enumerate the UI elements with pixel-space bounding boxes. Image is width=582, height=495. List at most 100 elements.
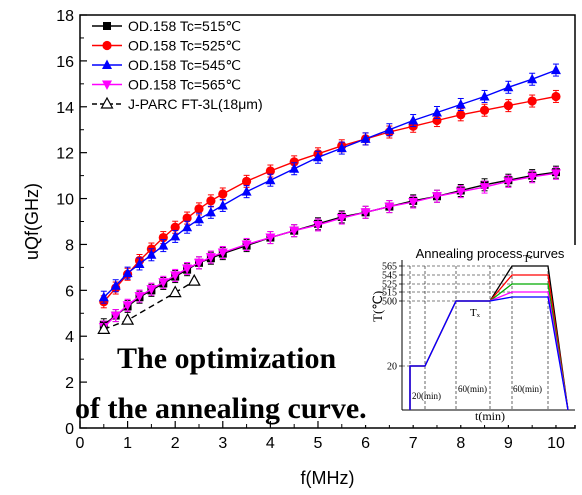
data-point (479, 105, 490, 115)
data-point (431, 192, 442, 202)
legend: OD.158 Tc=515℃ OD.158 Tc=525℃ OD.158 Tc=54… (92, 18, 263, 112)
data-point (241, 176, 252, 186)
legend-label: J-PARC FT-3L(18μm) (128, 96, 263, 112)
data-point (218, 189, 228, 199)
data-point (121, 312, 135, 325)
x-tick-label: 10 (547, 435, 565, 452)
y-tick-label: 14 (56, 100, 74, 117)
x-tick-label: 0 (76, 435, 85, 452)
x-tick-label: 4 (266, 435, 275, 452)
data-point (217, 248, 228, 258)
data-point (146, 285, 157, 295)
data-point (408, 197, 419, 208)
inset-annotation-duration: 60(min) (458, 384, 487, 394)
y-tick-label: 8 (65, 237, 74, 254)
data-point (336, 214, 347, 224)
data-point (170, 271, 181, 281)
data-point (146, 249, 157, 259)
data-point (102, 80, 112, 90)
x-tick-label: 7 (409, 435, 418, 452)
inset-annotation-tx: Tₓ (470, 307, 481, 319)
data-point (384, 202, 395, 213)
data-point (265, 166, 275, 176)
data-point (193, 213, 204, 224)
legend-label: OD.158 Tc=565℃ (128, 77, 241, 93)
inset-annealing-curve (409, 296, 569, 411)
data-point (456, 110, 466, 120)
inset-title: Annealing process curves (416, 246, 565, 261)
data-point (360, 133, 371, 143)
data-point (360, 208, 371, 218)
data-point (103, 22, 111, 30)
data-point (110, 280, 121, 290)
y-tick-label: 2 (65, 375, 74, 392)
y-tick-label: 18 (56, 8, 74, 25)
data-point (217, 199, 228, 210)
inset-y-tick-label: 20 (387, 362, 397, 373)
data-point (503, 81, 514, 92)
inset-y-tick-label: 565 (382, 262, 397, 273)
data-point (170, 230, 181, 241)
x-tick-label: 8 (456, 435, 465, 452)
y-tick-label: 4 (65, 329, 74, 346)
data-point (187, 273, 201, 286)
data-point (503, 177, 514, 187)
y-tick-label: 10 (56, 192, 74, 209)
x-tick-label: 6 (361, 435, 370, 452)
x-tick-label: 3 (218, 435, 227, 452)
data-point (265, 174, 276, 185)
x-tick-label: 9 (504, 435, 513, 452)
data-point (527, 172, 538, 183)
data-point (182, 221, 193, 232)
x-tick-label: 2 (171, 435, 180, 452)
data-point (384, 124, 395, 134)
data-point (134, 258, 145, 268)
data-point (431, 107, 442, 117)
data-point (265, 233, 276, 244)
data-point (205, 206, 216, 217)
data-point (312, 220, 323, 231)
data-point (102, 40, 112, 51)
data-point (312, 151, 323, 162)
main-series (97, 63, 561, 334)
series-line (103, 280, 195, 330)
y-tick-label: 16 (56, 54, 74, 71)
data-point (408, 115, 419, 125)
data-point (182, 213, 192, 223)
y-tick-label: 0 (65, 421, 74, 438)
data-point (102, 59, 112, 69)
inset-y-tick-label: 525 (382, 280, 397, 291)
x-tick-label: 5 (314, 435, 323, 452)
inset-annotation-duration: 60(min) (513, 384, 542, 394)
inset-x-label: t(min) (475, 409, 505, 423)
data-point (98, 291, 109, 302)
data-point (289, 157, 299, 167)
data-point (122, 301, 133, 311)
data-point (551, 91, 561, 102)
data-point (194, 204, 204, 214)
overlay-caption: The optimization of the annealing curve. (75, 342, 367, 425)
y-tick-label: 12 (56, 146, 74, 163)
data-point (455, 187, 466, 198)
inset-y-label: T(℃) (370, 291, 385, 322)
inset-y-tick-label: 500 (382, 297, 397, 308)
data-point (158, 240, 169, 250)
series (98, 166, 561, 334)
data-point (289, 163, 300, 173)
data-point (527, 96, 537, 106)
legend-label: OD.158 Tc=515℃ (128, 18, 241, 34)
data-point (193, 258, 204, 269)
inset-annotation-tc: Tᶜ (523, 253, 533, 265)
data-point (479, 183, 490, 193)
data-point (168, 285, 182, 298)
overlay-line-1: The optimization (117, 342, 336, 375)
data-point (241, 186, 252, 196)
data-point (158, 278, 169, 288)
legend-label: OD.158 Tc=545℃ (128, 57, 241, 73)
data-point (336, 142, 347, 153)
data-point (289, 226, 300, 237)
inset-y-tick-label: 545 (382, 271, 397, 282)
overlay-line-2: of the annealing curve. (75, 392, 367, 425)
data-point (170, 222, 180, 232)
